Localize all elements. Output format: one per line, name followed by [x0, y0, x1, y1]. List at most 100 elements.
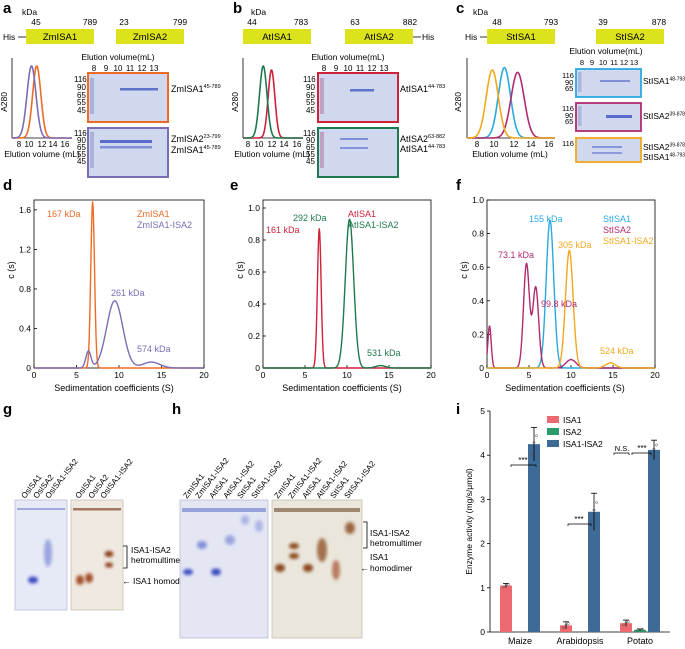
marker-label-c: 116: [562, 71, 574, 80]
marker-label-b: 45: [306, 106, 315, 115]
marker-label-a: 116: [74, 129, 87, 138]
gel-lane-labels-b: 8 9 10 11 12 13: [322, 64, 389, 73]
gel-label-a2: ZmISA223-799: [171, 134, 221, 144]
series-line-stisa1-isa2: [466, 69, 556, 139]
native-bands-g1: [17, 508, 65, 584]
bar-isa1-isa2-arabidopsis: [588, 511, 600, 632]
legend-swatch-het: [547, 440, 559, 447]
marker-label-a: 90: [77, 83, 86, 92]
gel-markers-a2: 116 90 65 55 45: [74, 129, 87, 166]
native-gel-activity-g: [70, 499, 124, 611]
lane-label-c: 11: [610, 58, 618, 67]
y-tick-label: 1.0: [472, 195, 484, 205]
construct2-label-a: ZmISA2: [133, 32, 167, 43]
panel-h: h ZmISA1 ZmISA1-ISA2 AtISA1 AtISA1-ISA2 …: [172, 401, 422, 639]
construct1-start-a: 45: [31, 17, 41, 27]
category-label: Maize: [508, 636, 532, 646]
construct2-box-b: [345, 29, 413, 44]
gel-band: [274, 508, 360, 512]
marker-label-b: 45: [306, 157, 315, 166]
sec-xtick-c: 12: [510, 140, 519, 149]
y-tick-label: 0: [26, 363, 31, 373]
gel-band: [317, 538, 327, 562]
lane-label-b: 11: [356, 64, 365, 73]
peak-label-f: 155 kDa: [529, 214, 563, 224]
native-bands-h2: [274, 508, 360, 580]
lane-label-c: 13: [630, 58, 638, 67]
gel-protein-c1: StISA1: [643, 76, 670, 86]
replicate-dot: [530, 452, 533, 456]
legend-item-e: AtISA1: [348, 209, 376, 219]
construct1-label-c: StISA1: [506, 32, 536, 43]
gel-b2: [317, 127, 399, 178]
gel-label-c1: StISA148-793: [643, 76, 685, 86]
marker-label-b: 55: [306, 98, 315, 107]
marker-label-c: 90: [565, 111, 573, 120]
gel-band: [197, 541, 207, 549]
y-tick-label: 0: [480, 627, 485, 637]
gel-b1: [317, 72, 399, 123]
y-tick-label: 0.4: [248, 299, 260, 309]
gel-lane-labels-a: 8 9 10 11 12 13: [92, 64, 159, 73]
panel-letter-f: f: [456, 177, 462, 194]
sig-bracket: [613, 452, 630, 455]
band-label-h2: ISA1: [370, 552, 389, 562]
gel-c3: [575, 137, 642, 163]
gel-protein-a3: ZmISA1: [171, 145, 204, 155]
gel-sup-a1: 45-789: [204, 84, 221, 90]
sec-xlabel-c: Elution volume (mL): [472, 149, 548, 159]
gel-sup-c2: 39-878: [669, 112, 685, 118]
sec-xlabel-a: Elution volume (mL): [4, 149, 80, 159]
gel-lane-labels-h: ZmISA1 ZmISA1-ISA2 AtISA1 AtISA1-ISA2 St…: [181, 456, 377, 501]
gel-lane-labels-c: 8 9 10 11 12 13: [580, 58, 638, 67]
gel-band: [255, 520, 263, 532]
gel-title-b: Elution volume(mL): [311, 52, 384, 62]
cs-xlabel-e: Sedimentation coefficients (S): [282, 383, 401, 393]
gel-band: [73, 508, 121, 511]
arrow-icon: ←: [122, 576, 131, 586]
x-tick-label: 15: [157, 370, 167, 380]
kda-label-b: kDa: [251, 7, 266, 17]
gel-band: [76, 575, 84, 585]
marker-label-c: 90: [565, 78, 573, 87]
sig-marker: ***: [518, 456, 527, 465]
lane-label-a: 13: [150, 64, 159, 73]
marker-label-b: 55: [306, 150, 315, 159]
gel-markers-c2: 116 90 65: [562, 104, 574, 126]
sec-xtick-c: 16: [545, 140, 554, 149]
construct1-box-c: [487, 29, 555, 44]
lane-label-a: 12: [138, 64, 147, 73]
gel-band: [600, 80, 630, 82]
gel-band: [345, 522, 355, 534]
marker-label-b: 90: [306, 83, 315, 92]
marker-label-a: 45: [77, 157, 86, 166]
sec-xtick-c: 10: [490, 140, 499, 149]
sec-xtick-c: 8: [475, 140, 480, 149]
sec-xtick-a: 12: [38, 140, 47, 149]
construct1-start-b: 44: [247, 17, 257, 27]
y-tick-label: 1: [480, 583, 485, 593]
sec-curves-c: [466, 66, 556, 139]
marker-label-a: 90: [77, 136, 86, 145]
gel-label-b1: AtISA144-783: [400, 84, 445, 94]
gel-band: [289, 543, 299, 549]
band-label-g1: ISA1-ISA2: [131, 545, 171, 555]
lane-label-a: 8: [92, 64, 97, 73]
gel-band: [592, 146, 622, 148]
gel-label-a1: ZmISA145-789: [171, 84, 221, 94]
gel-bands-c3: [592, 146, 622, 154]
legend-swatch-isa2: [547, 428, 559, 435]
lane-label-a: 9: [104, 64, 109, 73]
panel-letter-b: b: [233, 0, 242, 17]
gel-markers-b1: 116 90 65 55 45: [303, 75, 316, 115]
gel-band: [182, 508, 266, 512]
y-tick-label: 0.8: [472, 229, 484, 239]
y-tick-label: 0.8: [19, 284, 31, 294]
panel-letter-d: d: [3, 177, 12, 194]
construct2-start-b: 63: [350, 17, 360, 27]
replicate-dot: [636, 628, 639, 632]
bar-isa1-potato: [620, 623, 632, 632]
peak-label-f: 73.1 kDa: [498, 250, 534, 260]
construct2-end-a: 799: [173, 17, 187, 27]
series-line-atisa1-isa2: [242, 65, 304, 139]
